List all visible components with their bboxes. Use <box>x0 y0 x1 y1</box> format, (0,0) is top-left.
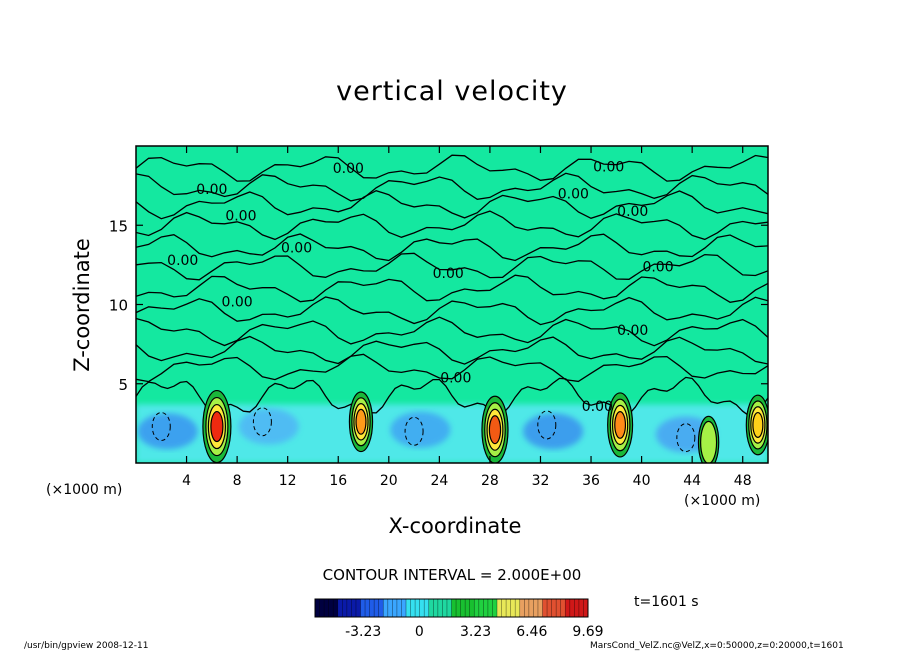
x-unit-label-left: (×1000 m) <box>46 482 123 498</box>
colorbar-segment <box>360 599 384 617</box>
contour-label: 0.00 <box>225 209 256 225</box>
x-tick-label: 44 <box>683 473 701 489</box>
colorbar-segment <box>542 599 566 617</box>
contour-line <box>136 353 768 383</box>
contour-label: 0.00 <box>617 204 648 220</box>
contour-label: 0.00 <box>281 240 312 256</box>
colorbar-segment <box>337 599 361 617</box>
downdraft-region <box>238 408 299 445</box>
y-tick-label: 15 <box>109 217 128 235</box>
x-tick-label: 28 <box>481 473 499 489</box>
colorbar-tick-label: 6.46 <box>516 624 547 640</box>
contour-label: 0.00 <box>617 323 648 339</box>
y-tick-label: 10 <box>109 297 128 315</box>
contour-label: 0.00 <box>593 160 624 176</box>
x-tick-label: 20 <box>380 473 398 489</box>
contour-label: 0.00 <box>582 399 613 415</box>
contour-line <box>136 154 768 182</box>
downdraft-region <box>523 413 584 450</box>
colorbar-segment <box>474 599 498 617</box>
colorbar-segment <box>428 599 452 617</box>
contour-line <box>136 210 768 241</box>
contour-label: 0.00 <box>196 182 227 198</box>
x-tick-label: 16 <box>329 473 347 489</box>
colorbar-segment <box>451 599 475 617</box>
contour-line <box>136 172 768 202</box>
colorbar-segment <box>315 599 339 617</box>
x-tick-label: 8 <box>233 473 242 489</box>
heatmap-field: 0.000.000.000.000.00 0.000.000.000.00 0.00… <box>136 154 768 463</box>
x-tick-label: 12 <box>279 473 297 489</box>
downdraft-region <box>137 413 198 450</box>
updraft-core <box>752 411 764 438</box>
x-unit-label-right: (×1000 m) <box>684 493 761 509</box>
colorbar-segment <box>383 599 407 617</box>
updraft-core <box>355 408 367 435</box>
colorbar-tick-label: 0 <box>415 624 424 640</box>
contour-line <box>136 335 768 365</box>
negative-contour <box>676 423 696 453</box>
contour-line <box>136 189 768 220</box>
negative-contour <box>537 410 557 440</box>
contour-label: 0.00 <box>433 266 464 282</box>
negative-contour <box>252 407 272 437</box>
x-tick-label: 36 <box>582 473 600 489</box>
time-label: t=1601 s <box>634 594 699 610</box>
contour-line <box>136 296 768 326</box>
negative-contour <box>151 412 171 442</box>
contour-label: 0.00 <box>642 259 673 275</box>
contour-label: 0.00 <box>222 294 253 310</box>
colorbar-tick-label: 9.69 <box>572 624 603 640</box>
contour-line <box>136 316 768 347</box>
contour-label: 0.00 <box>558 187 589 203</box>
updraft-core <box>614 411 627 439</box>
x-tick-label: 32 <box>532 473 550 489</box>
contour-line <box>136 252 768 281</box>
x-tick-label: 40 <box>633 473 651 489</box>
contour-line <box>136 274 768 303</box>
contour-interval-label: CONTOUR INTERVAL = 2.000E+00 <box>322 566 582 584</box>
colorbar-frame <box>314 598 589 618</box>
chart-title: vertical velocity <box>336 76 568 107</box>
colorbar-segment <box>519 599 543 617</box>
footer-left: /usr/bin/gpview 2008-12-11 <box>24 641 149 651</box>
x-axis-label: X-coordinate <box>388 514 522 538</box>
colorbar-segment <box>565 599 589 617</box>
contour-label: 0.00 <box>333 161 364 177</box>
updraft-core <box>210 410 224 443</box>
colorbar-segment <box>406 599 430 617</box>
contour-line <box>136 376 768 417</box>
negative-contour <box>404 416 424 446</box>
x-tick-label: 48 <box>734 473 752 489</box>
y-axis-label: Z-coordinate <box>70 238 94 372</box>
colorbar-tick-label: -3.23 <box>345 624 381 640</box>
contour-label: 0.00 <box>440 370 471 386</box>
colorbar-segment <box>497 599 521 617</box>
downdraft-region <box>390 411 451 448</box>
y-tick-label: 5 <box>118 376 128 394</box>
x-tick-label: 4 <box>182 473 191 489</box>
footer-right: MarsCond_VelZ.nc@VelZ,x=0:50000,z=0:2000… <box>590 641 844 651</box>
x-tick-label: 24 <box>430 473 448 489</box>
updraft-core <box>700 420 718 463</box>
contour-label: 0.00 <box>167 253 198 269</box>
contour-line <box>136 233 768 262</box>
colorbar-tick-label: 3.23 <box>460 624 491 640</box>
updraft-core <box>488 415 502 445</box>
